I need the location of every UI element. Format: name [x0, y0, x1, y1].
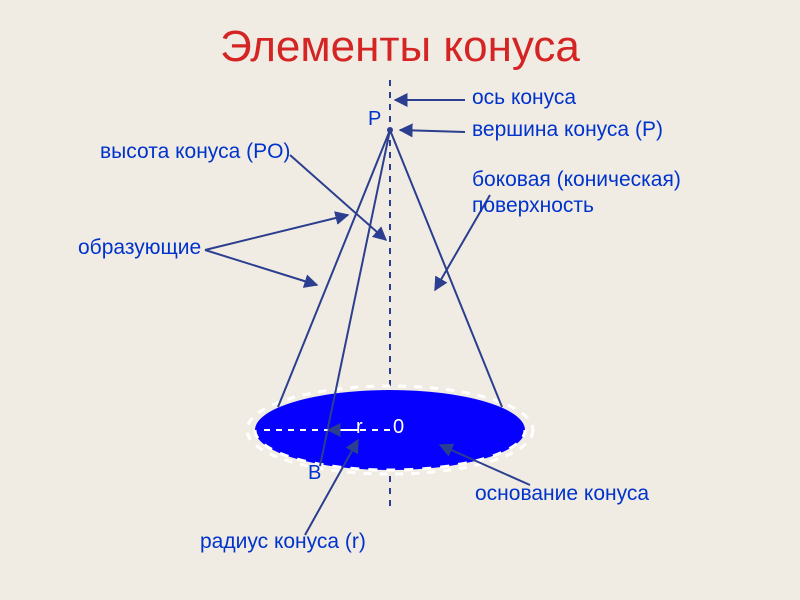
- label-radius: радиус конуса (r): [200, 530, 366, 554]
- generator-left: [278, 130, 390, 407]
- label-O: 0: [393, 416, 404, 439]
- label-B: B: [308, 462, 321, 485]
- label-apex: вершина конуса (P): [472, 118, 663, 142]
- arrow-apex: [400, 130, 465, 132]
- label-height: высота конуса (PO): [100, 140, 290, 164]
- label-P: P: [368, 108, 381, 131]
- cone-svg: [0, 0, 800, 600]
- label-lateral-2: поверхность: [472, 194, 594, 218]
- arrow-height: [290, 155, 386, 240]
- label-base: основание конуса: [475, 482, 649, 506]
- label-axis: ось конуса: [472, 86, 576, 110]
- arrow-gen1: [205, 250, 317, 285]
- arrow-gen2: [205, 215, 348, 250]
- label-generators: образующие: [78, 236, 201, 260]
- label-lateral-1: боковая (коническая): [472, 168, 681, 192]
- label-r: r: [356, 416, 363, 439]
- diagram-stage: Элементы конуса: [0, 0, 800, 600]
- apex-dot: [387, 127, 393, 133]
